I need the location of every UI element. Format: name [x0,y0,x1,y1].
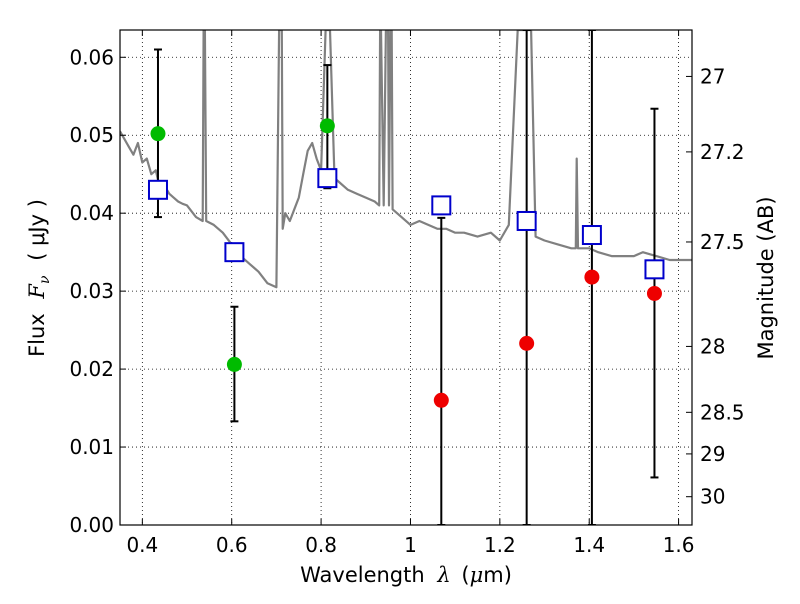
model-square-marker [644,259,665,280]
y-axis-label-unit: ( μJy ) [25,199,49,261]
model-square-marker [431,195,452,216]
green-data-point [319,118,335,134]
green-data-point [150,126,166,142]
x-tick-label: 1.4 [573,533,605,557]
model-square-marker [317,168,338,189]
red-data-point [433,392,449,408]
x-tick-label: 0.8 [305,533,337,557]
green-data-point [226,356,242,372]
plot-frame [119,29,693,526]
y-axis-label-prefix: Flux [25,313,49,357]
y2-tick-label: 28 [700,334,725,358]
red-data-point [584,269,600,285]
y-tick-label: 0.00 [69,513,114,537]
x-tick-label: 0.6 [216,533,248,557]
x-axis-label: Wavelength λ (μm) [300,563,512,587]
red-data-point [646,285,662,301]
y2-axis-label: Magnitude (AB) [754,196,778,359]
model-square-marker [581,225,602,246]
spectrum-line [120,30,692,289]
y-tick-label: 0.04 [69,201,114,225]
model-square-marker [516,210,537,231]
y-tick-label: 0.02 [69,357,114,381]
y2-tick-label: 27.2 [700,140,745,164]
tick-layer: 0.4 0.6 0.8 1 1.2 1.4 1.6 0.00 0.01 0.02 0.03 0.04 0… [69,30,745,557]
x-axis-label-unit-rest: m) [483,563,512,587]
model-square-marker [147,179,168,200]
errorbar-layer [153,30,659,525]
x-axis-label-symbol: λ [436,563,450,587]
x-tick-label: 1.2 [484,533,516,557]
y2-tick-label: 27 [700,64,725,88]
x-axis-label-prefix: Wavelength [300,563,425,587]
spectrum-layer [120,30,692,289]
y-tick-label: 0.05 [69,123,114,147]
x-tick-label: 1.6 [663,533,695,557]
model-square-marker [224,242,245,263]
y2-tick-label: 30 [700,485,725,509]
y-axis-label: Flux Fν ( μJy ) [25,199,54,357]
marker-layer [147,118,665,408]
y-tick-label: 0.03 [69,279,114,303]
x-axis-label-unit-open: ( [461,563,469,587]
y-axis-label-subscript: ν [37,275,53,284]
red-data-point [519,335,535,351]
y2-tick-label: 29 [700,442,725,466]
y-axis-label-symbol: F [25,283,49,300]
y-tick-label: 0.01 [69,435,114,459]
y2-tick-label: 28.5 [700,400,745,424]
x-axis-label-unit-mu: μ [470,563,484,587]
x-tick-label: 1 [404,533,417,557]
y2-tick-label: 27.5 [700,230,745,254]
y-tick-label: 0.06 [69,45,114,69]
x-tick-label: 0.4 [126,533,158,557]
